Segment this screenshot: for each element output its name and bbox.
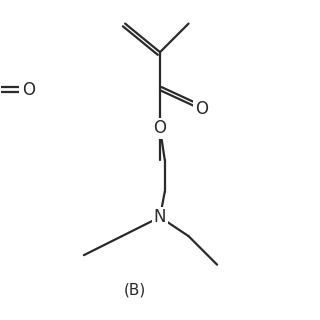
Text: O: O (22, 81, 35, 99)
Text: O: O (195, 100, 208, 118)
Text: (B): (B) (124, 283, 146, 298)
Text: O: O (154, 119, 166, 137)
Text: N: N (154, 208, 166, 226)
